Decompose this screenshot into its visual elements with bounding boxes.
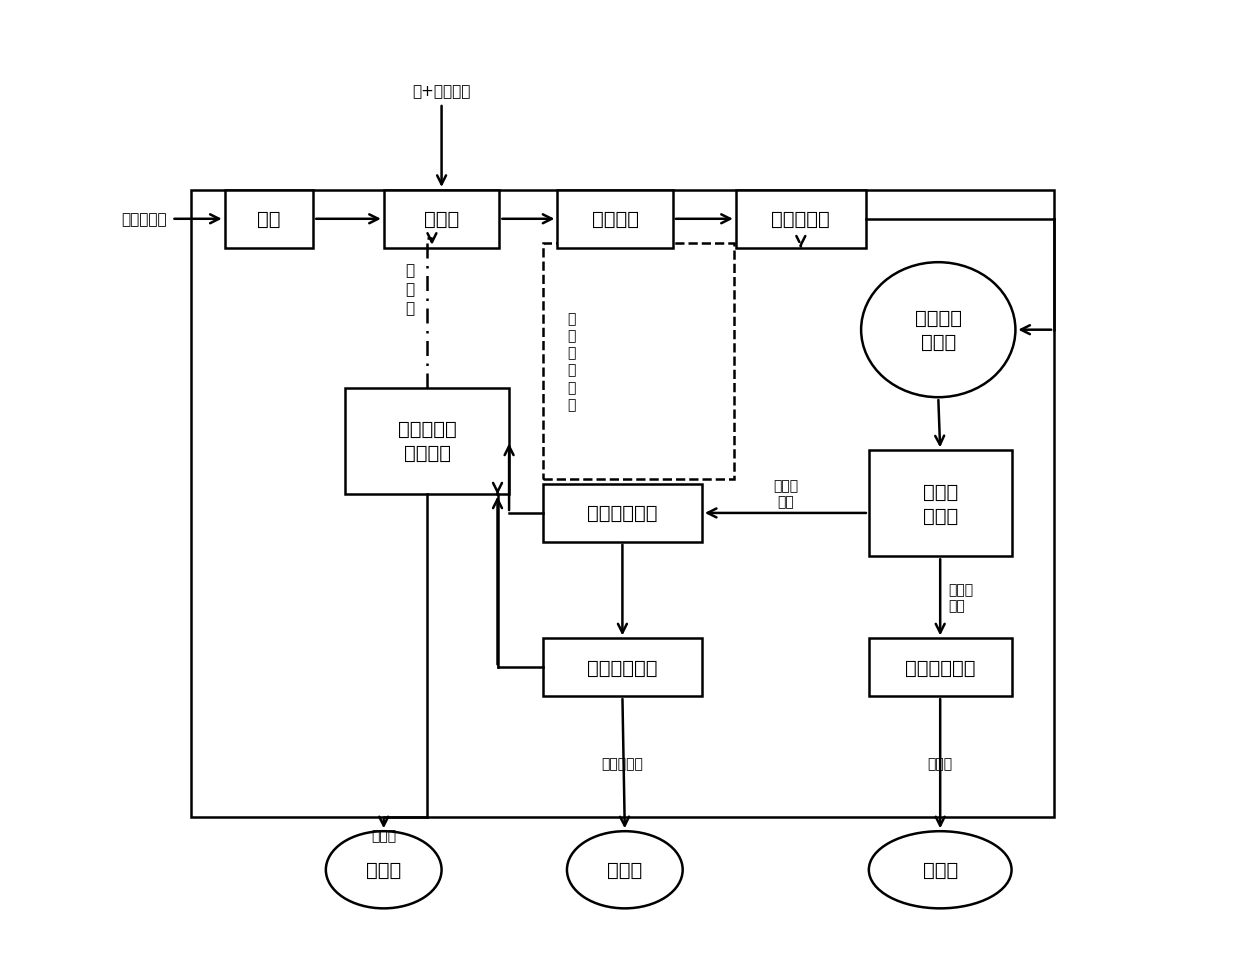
Text: 水+化工废液: 水+化工废液 [413, 84, 471, 99]
Bar [869, 639, 1012, 697]
Text: 降压冷却系统: 降压冷却系统 [588, 504, 657, 523]
Bar [869, 451, 1012, 557]
Text: 油水混
合物: 油水混 合物 [773, 479, 799, 509]
Ellipse shape [326, 831, 441, 908]
Text: 油水分离系统: 油水分离系统 [588, 658, 657, 677]
Bar [543, 639, 702, 697]
Text: 热交换系统: 热交换系统 [771, 210, 831, 229]
Text: 高
温
预
热
蒸
汽: 高 温 预 热 蒸 汽 [568, 311, 575, 412]
Text: 化工厂: 化工厂 [608, 860, 642, 880]
Text: 生物质焦油: 生物质焦油 [601, 757, 644, 771]
Text: 脱水干燥系统: 脱水干燥系统 [905, 658, 976, 677]
Text: 储浆槽: 储浆槽 [424, 210, 459, 229]
Text: 钢铁厂: 钢铁厂 [923, 860, 957, 880]
Text: 粗钾盐: 粗钾盐 [371, 828, 397, 842]
Text: 含盐水净化
处理系统: 含盐水净化 处理系统 [398, 420, 456, 463]
Bar [383, 191, 500, 248]
Bar [543, 484, 702, 543]
Bar [557, 191, 673, 248]
Text: 高压水热
反应釜: 高压水热 反应釜 [915, 309, 962, 352]
Bar [735, 191, 866, 248]
Bar [345, 389, 510, 494]
Bar [191, 191, 1054, 817]
Text: 固液分
离系统: 固液分 离系统 [923, 483, 957, 525]
Text: 水热炭: 水热炭 [928, 757, 952, 771]
Text: 破碎: 破碎 [257, 210, 280, 229]
Ellipse shape [567, 831, 683, 908]
Text: 循
环
水: 循 环 水 [405, 264, 414, 316]
Bar [543, 243, 734, 480]
Ellipse shape [869, 831, 1012, 908]
Text: 农林废弃物: 农林废弃物 [122, 212, 166, 227]
Text: 水热炭
泥饼: 水热炭 泥饼 [947, 582, 973, 612]
Text: 高压浆泵: 高压浆泵 [591, 210, 639, 229]
Ellipse shape [861, 263, 1016, 398]
Text: 化肥厂: 化肥厂 [366, 860, 402, 880]
Bar [224, 191, 314, 248]
